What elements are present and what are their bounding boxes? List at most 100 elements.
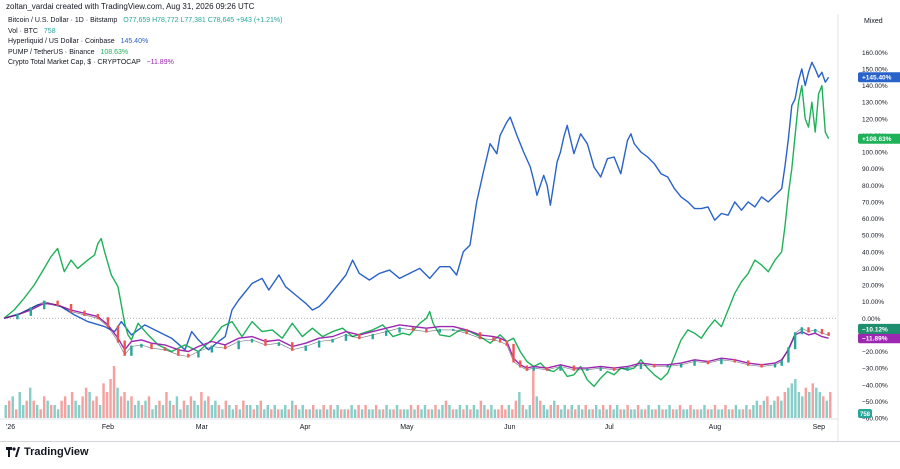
bitcoin-candle xyxy=(827,332,830,336)
volume-bar xyxy=(154,405,158,418)
y-tick-label: 10.00% xyxy=(862,299,884,306)
bitcoin-candle xyxy=(666,365,669,368)
bitcoin-candle xyxy=(793,332,797,350)
volume-bar xyxy=(249,405,252,418)
legend-volume-value: 758 xyxy=(43,27,56,35)
volume-bar xyxy=(84,387,88,418)
volume-bar xyxy=(280,409,283,418)
bitcoin-candle xyxy=(277,342,281,346)
volume-bar xyxy=(423,405,427,418)
bitcoin-candle xyxy=(83,310,86,316)
volume-bar xyxy=(629,409,633,418)
legend-volume[interactable]: Vol · BTC 758 xyxy=(8,27,282,38)
bitcoin-candle xyxy=(106,317,110,328)
bitcoin-candle xyxy=(43,300,46,310)
bitcoin-candle xyxy=(438,328,441,333)
bitcoin-candle xyxy=(425,328,428,333)
bitcoin-candle xyxy=(626,367,629,371)
volume-bar xyxy=(587,409,591,418)
volume-bar xyxy=(301,405,304,418)
volume-bar xyxy=(472,405,476,418)
volume-bar xyxy=(640,409,643,418)
volume-bar xyxy=(8,400,11,418)
volume-bar xyxy=(256,405,259,418)
legend-series-hyperliquid[interactable]: Hyperliquid / US Dollar · Coinbase 145.4… xyxy=(8,37,282,48)
bitcoin-candle xyxy=(411,327,415,331)
volume-bar xyxy=(699,409,703,418)
bitcoin-candle xyxy=(317,340,321,348)
legend-series-pump[interactable]: PUMP / TetherUS · Binance 108.63% xyxy=(8,48,282,59)
volume-bar xyxy=(203,400,207,418)
volume-bar xyxy=(741,409,745,418)
volume-bar xyxy=(357,405,360,418)
volume-bar xyxy=(406,409,409,418)
volume-bar xyxy=(214,400,217,418)
volume-bar xyxy=(360,409,364,418)
legend-volume-name: Vol · BTC xyxy=(8,27,38,35)
volume-bar xyxy=(70,392,74,418)
scale-mode-label[interactable]: Mixed xyxy=(864,18,883,25)
volume-bar xyxy=(479,400,483,418)
volume-bar xyxy=(748,409,752,418)
volume-bar xyxy=(804,387,808,418)
volume-bar xyxy=(591,409,594,418)
volume-bar xyxy=(724,405,727,418)
y-tick-label: 40.00% xyxy=(862,249,884,256)
bitcoin-candle xyxy=(398,327,401,333)
y-tick-label: −60.00% xyxy=(862,416,888,423)
volume-bar xyxy=(109,379,112,418)
volume-bar xyxy=(734,405,738,418)
volume-bar xyxy=(678,405,682,418)
legend-series-name: Crypto Total Market Cap, $ · CRYPTOCAP xyxy=(8,59,141,66)
volume-bar xyxy=(277,409,280,418)
legend-main[interactable]: Bitcoin / U.S. Dollar · 1D · Bitstamp O7… xyxy=(8,16,282,27)
volume-bar xyxy=(119,396,123,418)
bitcoin-candle xyxy=(814,328,817,333)
bitcoin-candle xyxy=(639,363,643,370)
last-value-badge-text: +108.63% xyxy=(862,136,892,143)
bitcoin-candle xyxy=(116,325,120,343)
volume-bar xyxy=(137,400,140,418)
volume-bar xyxy=(238,409,242,418)
volume-bar xyxy=(388,409,392,418)
volume-bar xyxy=(577,405,580,418)
volume-bar xyxy=(11,396,14,418)
volume-bar xyxy=(685,409,689,418)
volume-bar xyxy=(304,409,308,418)
volume-bar xyxy=(787,387,790,418)
bitcoin-candle xyxy=(820,328,824,335)
bitcoin-candle xyxy=(69,303,73,313)
volume-bar xyxy=(511,409,514,418)
footer-brand[interactable]: TradingView xyxy=(6,446,89,458)
volume-bar xyxy=(196,405,200,418)
volume-bar xyxy=(647,405,650,418)
volume-bar xyxy=(21,405,25,418)
bitcoin-candle xyxy=(291,342,294,351)
x-tick-label: Jul xyxy=(605,424,614,431)
bitcoin-candle xyxy=(130,345,133,356)
y-tick-label: 120.00% xyxy=(862,116,888,123)
volume-bar xyxy=(769,405,773,418)
volume-bar xyxy=(675,409,678,418)
legend-main-name: Bitcoin / U.S. Dollar · 1D · Bitstamp xyxy=(8,17,118,24)
legend-series-total-cap[interactable]: Crypto Total Market Cap, $ · CRYPTOCAP −… xyxy=(8,58,282,69)
volume-bar xyxy=(612,409,615,418)
volume-bar xyxy=(4,405,7,418)
volume-bar xyxy=(430,409,434,418)
volume-bar xyxy=(416,405,420,418)
volume-bar xyxy=(151,409,154,418)
bitcoin-candle xyxy=(545,367,549,371)
bitcoin-price-line xyxy=(3,301,829,371)
bitcoin-candle xyxy=(197,350,200,358)
volume-bar xyxy=(444,400,448,418)
volume-bar xyxy=(622,409,626,418)
volume-bar xyxy=(615,405,619,418)
volume-bar xyxy=(710,409,713,418)
y-tick-label: 80.00% xyxy=(862,183,884,190)
bitcoin-candle xyxy=(123,340,126,356)
volume-bar xyxy=(224,400,228,418)
bitcoin-candle xyxy=(478,332,482,340)
bitcoin-candle xyxy=(384,330,388,336)
volume-bar xyxy=(738,409,741,418)
